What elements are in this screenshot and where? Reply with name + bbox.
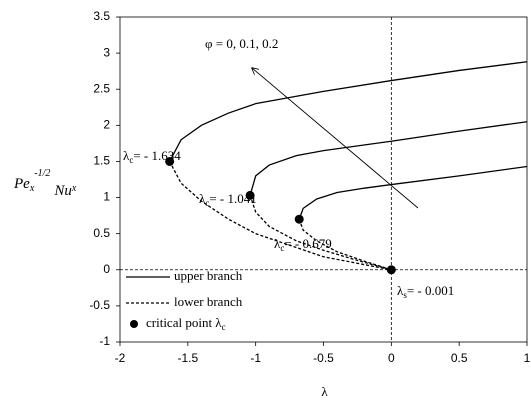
x-tick-label: -0.5	[313, 351, 334, 365]
annotation-part: λ	[274, 236, 281, 251]
x-axis-label: λ	[321, 384, 328, 399]
annotation-sub: c	[280, 243, 284, 253]
annotation-part: λ	[397, 283, 404, 298]
annotation-part: λ	[123, 148, 130, 163]
y-tick-label: -0.5	[89, 298, 110, 312]
y-axis-label-part: -1/2	[34, 168, 50, 179]
legend-label-part: lower branch	[174, 294, 243, 309]
legend-label: upper branch	[174, 268, 243, 283]
lower-branch-line	[169, 161, 392, 271]
x-tick-label: 1	[524, 351, 531, 365]
y-tick-label: 0.5	[93, 226, 110, 240]
y-axis-label-part: Nu	[53, 183, 72, 199]
y-tick-label: 2	[103, 118, 110, 132]
annotation-part: = - 1.634	[133, 148, 181, 163]
annotation-part: = - 0.001	[407, 283, 454, 298]
y-tick-label: 0	[103, 262, 110, 276]
critical-point	[294, 214, 304, 224]
legend-label-sub: c	[222, 322, 226, 332]
critical-point	[165, 156, 175, 166]
lower-branch-line	[249, 195, 392, 271]
annotation: λc= - 0.679	[274, 236, 332, 253]
y-tick-label: 3.5	[93, 9, 110, 23]
annotation: λc= - 1.634	[123, 148, 181, 165]
annotation: φ = 0, 0.1, 0.2	[205, 36, 278, 51]
x-tick-label: 0.5	[451, 351, 468, 365]
legend-label: critical point λc	[146, 315, 226, 332]
y-axis-label: Pex-1/2Nux	[13, 168, 77, 199]
annotation: λc= - 1.041	[199, 191, 257, 208]
y-tick-label: 2.5	[93, 81, 110, 95]
y-axis-label-part: x	[29, 183, 35, 194]
annotation-sub: c	[205, 198, 209, 208]
legend-label-part: upper branch	[174, 268, 243, 283]
x-tick-label: 0	[388, 351, 395, 365]
y-tick-label: 3	[103, 45, 110, 59]
upper-branch-line	[249, 121, 528, 196]
annotation-part: λ	[199, 191, 206, 206]
annotation: λs= - 0.001	[397, 283, 454, 300]
x-tick-label: -1	[250, 351, 261, 365]
y-tick-label: 1.5	[93, 154, 110, 168]
annotation-sub: c	[129, 155, 133, 165]
x-tick-label: -1.5	[177, 351, 198, 365]
annotation-part: φ = 0, 0.1, 0.2	[205, 36, 278, 51]
y-axis-label-part: x	[71, 183, 77, 194]
y-axis-label-part: Pe	[13, 176, 30, 192]
upper-branch-line	[169, 61, 528, 162]
y-tick-label: 1	[103, 190, 110, 204]
legend-label: lower branch	[174, 294, 243, 309]
annotation-sub: s	[403, 290, 407, 300]
critical-point	[386, 265, 396, 275]
y-tick-label: -1	[99, 334, 110, 348]
upper-branch-line	[298, 165, 528, 220]
critical-point	[245, 190, 255, 200]
annotation-part: = - 0.679	[284, 236, 331, 251]
annotation-part: = - 1.041	[209, 191, 256, 206]
lower-branch-line	[298, 218, 392, 271]
legend-label-part: critical point λ	[146, 315, 222, 330]
x-tick-label: -2	[115, 351, 126, 365]
legend-marker	[130, 320, 138, 328]
